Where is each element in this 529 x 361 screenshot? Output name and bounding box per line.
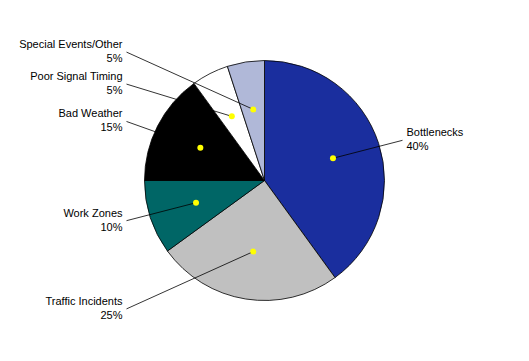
annotation-value: 40% — [407, 140, 429, 152]
leader-line — [333, 140, 403, 158]
slice-dot — [229, 113, 235, 119]
plot-area — [145, 61, 385, 301]
leader-line — [127, 203, 197, 221]
leader-line — [127, 84, 232, 116]
annotations: Bottlenecks 40% Traffic Incidents 25% Work Z… — [19, 38, 464, 321]
annotation-value: 10% — [100, 221, 122, 233]
chart: Bottlenecks 40% Traffic Incidents 25% Work Z… — [0, 0, 529, 361]
annotation-label: Poor Signal Timing — [30, 70, 122, 82]
annotation-value: 15% — [100, 121, 122, 133]
annotation-label: Bottlenecks — [407, 126, 464, 138]
pie-slice — [145, 181, 265, 252]
pie-slice — [227, 61, 264, 181]
slice-dot — [330, 155, 336, 161]
leader-line — [127, 52, 254, 109]
slice-dot — [193, 200, 199, 206]
annotation-label: Special Events/Other — [19, 38, 123, 50]
slice-dot — [197, 145, 203, 151]
annotation-value: 25% — [100, 309, 122, 321]
slice-dot — [250, 106, 256, 112]
leader-line — [127, 252, 254, 309]
annotation-label: Bad Weather — [58, 107, 122, 119]
annotation-value: 5% — [107, 52, 123, 64]
pie — [145, 61, 385, 301]
leader-line — [127, 121, 201, 147]
annotation-label: Traffic Incidents — [45, 295, 123, 307]
annotation-value: 5% — [107, 84, 123, 96]
annotation-label: Work Zones — [63, 207, 123, 219]
slice-dot — [250, 249, 256, 255]
